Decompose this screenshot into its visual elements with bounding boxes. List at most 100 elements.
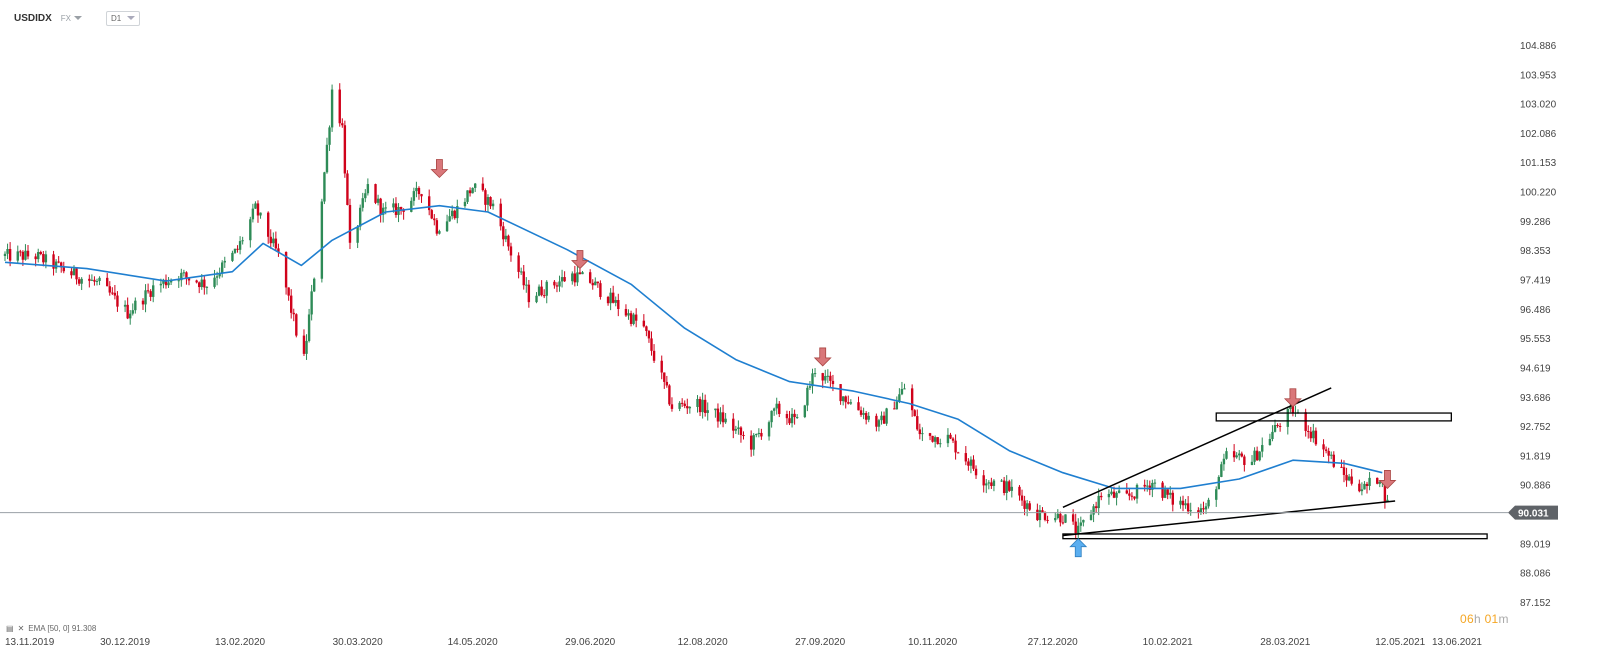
candle-body	[77, 279, 81, 284]
candle-body	[1322, 444, 1325, 450]
candle-body	[394, 203, 398, 215]
candle-body	[1250, 461, 1254, 465]
candle-body	[1383, 481, 1387, 502]
candle-body	[1225, 451, 1228, 459]
candle-body	[215, 276, 219, 278]
candle-body	[1324, 449, 1328, 451]
x-tick-label: 27.09.2020	[795, 637, 845, 648]
candle-body	[847, 402, 850, 404]
candle-body	[1363, 483, 1366, 490]
candle-body	[126, 304, 129, 319]
candle-body	[537, 286, 541, 296]
candle-body	[108, 286, 111, 293]
candle-body	[256, 203, 260, 216]
candle-body	[964, 453, 968, 462]
y-tick-label: 95.553	[1520, 334, 1551, 345]
y-tick-label: 96.486	[1520, 305, 1551, 316]
candle-body	[1253, 450, 1256, 462]
candle-body	[686, 406, 689, 409]
candle-body	[928, 433, 932, 436]
candle-body	[1171, 492, 1175, 505]
candle-body	[931, 435, 934, 442]
x-tick-label: 29.06.2020	[565, 637, 615, 648]
candle-body	[1330, 454, 1333, 456]
candle-body	[116, 295, 119, 307]
candle-body	[788, 418, 791, 424]
candle-body	[1130, 495, 1134, 497]
candle-body	[737, 427, 740, 429]
candle-body	[875, 415, 878, 427]
candle-body	[785, 414, 789, 419]
candle-body	[141, 300, 145, 305]
candle-body	[749, 435, 753, 450]
candle-body	[52, 254, 55, 269]
candle-body	[632, 314, 635, 324]
countdown-minutes: 01	[1484, 612, 1499, 626]
candle-body	[1307, 430, 1310, 432]
candle-body	[553, 281, 556, 286]
candle-body	[660, 360, 663, 373]
candle-body	[1071, 514, 1075, 522]
candle-body	[849, 402, 853, 404]
candle-body	[732, 418, 735, 431]
indicator-label: EMA [50, 0] 91.308	[28, 624, 97, 633]
symbol-label[interactable]: USDIDX	[14, 12, 52, 24]
candle-body	[146, 290, 150, 292]
candle-body	[328, 127, 331, 145]
candle-body	[62, 267, 65, 272]
candle-body	[703, 399, 707, 413]
candles	[3, 83, 1389, 540]
candle-body	[213, 277, 216, 287]
candle-body	[987, 482, 991, 484]
candle-body	[706, 410, 709, 413]
candle-body	[1204, 506, 1208, 510]
candle-body	[149, 291, 152, 297]
candle-body	[481, 183, 485, 191]
candle-body	[1268, 439, 1272, 446]
candle-body	[343, 125, 347, 174]
candle-body	[885, 408, 888, 424]
market-label[interactable]: FX	[60, 13, 72, 23]
candle-body	[502, 226, 505, 240]
bars-icon[interactable]: ▤	[6, 624, 14, 633]
timeframe-select[interactable]: D1	[106, 10, 141, 26]
candle-body	[1368, 477, 1371, 486]
candle-body	[70, 271, 73, 276]
chevron-down-icon[interactable]	[74, 16, 83, 20]
candle-body	[1064, 514, 1067, 523]
candle-body	[415, 187, 418, 192]
candle-countdown: 06h 01m	[1460, 612, 1509, 626]
candle-body	[1061, 522, 1065, 524]
x-tick-label: 30.03.2020	[333, 637, 383, 648]
candle-body	[26, 250, 30, 257]
candle-body	[678, 402, 681, 409]
candle-body	[292, 312, 295, 315]
candle-body	[864, 413, 868, 420]
candle-body	[218, 273, 221, 277]
countdown-minutes-unit: m	[1498, 612, 1509, 626]
candle-body	[900, 388, 904, 395]
candle-body	[509, 246, 513, 256]
candle-body	[617, 300, 620, 309]
candle-body	[755, 434, 758, 436]
candle-body	[752, 435, 755, 450]
candle-body	[1258, 451, 1261, 461]
candle-body	[624, 308, 628, 316]
close-icon[interactable]: ✕	[17, 624, 25, 633]
candle-body	[90, 279, 94, 281]
candle-body	[939, 443, 942, 445]
candle-body	[290, 295, 293, 313]
candle-body	[231, 252, 234, 261]
candle-body	[1153, 482, 1157, 484]
candle-body	[560, 277, 564, 282]
candle-body	[57, 261, 60, 263]
candle-body	[484, 190, 487, 205]
candle-body	[1169, 492, 1172, 495]
candle-body	[453, 210, 456, 219]
candle-body	[1097, 495, 1100, 509]
candle-body	[330, 89, 334, 128]
candle-body	[1143, 484, 1146, 487]
candle-body	[1115, 492, 1118, 498]
candle-body	[821, 373, 824, 381]
